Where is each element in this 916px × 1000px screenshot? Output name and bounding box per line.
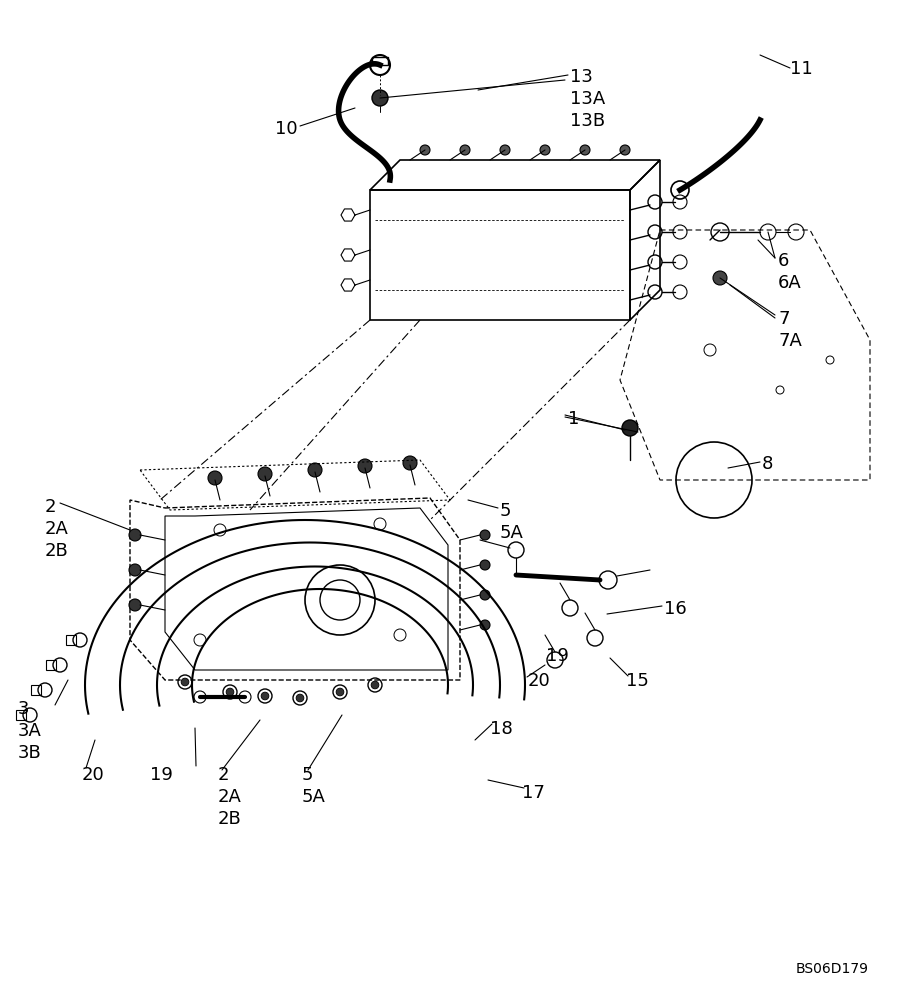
Text: 5A: 5A bbox=[302, 788, 326, 806]
Text: 13A: 13A bbox=[570, 90, 605, 108]
Circle shape bbox=[208, 471, 222, 485]
Circle shape bbox=[420, 145, 430, 155]
Text: 5: 5 bbox=[302, 766, 313, 784]
Text: 8: 8 bbox=[762, 455, 773, 473]
Text: 19: 19 bbox=[546, 647, 569, 665]
Text: 13B: 13B bbox=[570, 112, 605, 130]
Text: 19: 19 bbox=[150, 766, 173, 784]
Circle shape bbox=[480, 560, 490, 570]
Text: 7: 7 bbox=[778, 310, 790, 328]
Text: 18: 18 bbox=[490, 720, 513, 738]
Circle shape bbox=[713, 271, 727, 285]
Text: BS06D179: BS06D179 bbox=[796, 962, 869, 976]
Text: 20: 20 bbox=[82, 766, 104, 784]
Circle shape bbox=[480, 530, 490, 540]
Text: 10: 10 bbox=[275, 120, 298, 138]
Circle shape bbox=[129, 564, 141, 576]
Circle shape bbox=[580, 145, 590, 155]
Circle shape bbox=[129, 599, 141, 611]
Text: 3: 3 bbox=[18, 700, 29, 718]
Circle shape bbox=[296, 694, 304, 702]
Bar bbox=[46, 660, 56, 670]
Text: 1: 1 bbox=[568, 410, 580, 428]
Circle shape bbox=[540, 145, 550, 155]
Circle shape bbox=[372, 90, 388, 106]
Text: 16: 16 bbox=[664, 600, 687, 618]
Text: 3A: 3A bbox=[18, 722, 42, 740]
Text: 15: 15 bbox=[626, 672, 649, 690]
Text: 2B: 2B bbox=[45, 542, 69, 560]
Circle shape bbox=[480, 590, 490, 600]
Circle shape bbox=[336, 688, 344, 696]
Circle shape bbox=[308, 463, 322, 477]
Text: 2A: 2A bbox=[45, 520, 69, 538]
Circle shape bbox=[258, 467, 272, 481]
Circle shape bbox=[620, 145, 630, 155]
Bar bbox=[66, 635, 76, 645]
Circle shape bbox=[129, 529, 141, 541]
Circle shape bbox=[460, 145, 470, 155]
Text: 6: 6 bbox=[778, 252, 790, 270]
Text: 11: 11 bbox=[790, 60, 812, 78]
Text: 20: 20 bbox=[528, 672, 551, 690]
Circle shape bbox=[371, 681, 379, 689]
Bar bbox=[372, 57, 388, 65]
Text: 2B: 2B bbox=[218, 810, 242, 828]
Circle shape bbox=[261, 692, 269, 700]
Text: 13: 13 bbox=[570, 68, 593, 86]
Circle shape bbox=[403, 456, 417, 470]
Circle shape bbox=[480, 620, 490, 630]
Text: 6A: 6A bbox=[778, 274, 802, 292]
Text: 3B: 3B bbox=[18, 744, 42, 762]
Bar bbox=[31, 685, 41, 695]
Circle shape bbox=[500, 145, 510, 155]
Text: 5A: 5A bbox=[500, 524, 524, 542]
Circle shape bbox=[358, 459, 372, 473]
Text: 2: 2 bbox=[45, 498, 57, 516]
Text: 2A: 2A bbox=[218, 788, 242, 806]
Bar bbox=[16, 710, 26, 720]
Text: 17: 17 bbox=[522, 784, 545, 802]
Circle shape bbox=[181, 678, 189, 686]
Circle shape bbox=[226, 688, 234, 696]
Text: 5: 5 bbox=[500, 502, 511, 520]
Text: 7A: 7A bbox=[778, 332, 802, 350]
Circle shape bbox=[622, 420, 638, 436]
Text: 2: 2 bbox=[218, 766, 230, 784]
